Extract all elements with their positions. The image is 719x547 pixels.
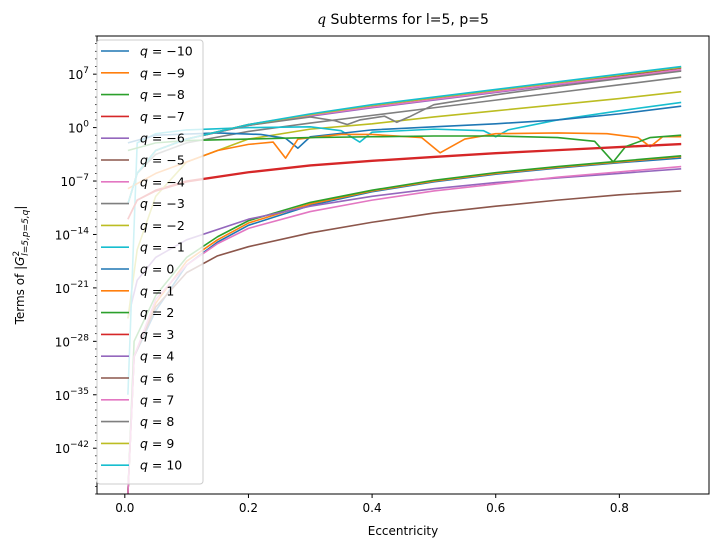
x-axis-ticks: 0.0 0.2 0.4 0.6 0.8 bbox=[115, 494, 629, 515]
y-tick-label: 100 bbox=[68, 120, 89, 136]
y-tick-label: 10−35 bbox=[55, 387, 89, 403]
y-tick-label: 10−7 bbox=[60, 173, 89, 189]
legend-label: q = 2 bbox=[140, 305, 174, 320]
x-axis-label: Eccentricity bbox=[368, 524, 438, 538]
y-tick-label: 10−14 bbox=[55, 226, 90, 242]
legend-label: q = −10 bbox=[140, 44, 193, 59]
y-axis-label-text: Terms of |G2l=5,p=5,q| bbox=[12, 206, 31, 326]
legend-label: q = −4 bbox=[140, 174, 185, 189]
legend-box bbox=[96, 39, 204, 485]
x-tick-label: 0.0 bbox=[115, 501, 134, 515]
x-tick-label: 0.2 bbox=[239, 501, 258, 515]
legend-label: q = −8 bbox=[140, 87, 185, 102]
legend-label: q = −2 bbox=[140, 218, 185, 233]
y-tick-label: 10−42 bbox=[55, 440, 89, 456]
chart-title: q Subterms for l=5, p=5 bbox=[317, 12, 489, 28]
x-tick-label: 0.8 bbox=[610, 501, 629, 515]
y-axis-ticks: 107 100 10−7 10−14 10−21 10−28 10−35 10−42 bbox=[55, 35, 97, 495]
legend-label: q = −6 bbox=[140, 131, 185, 146]
legend-label: q = 1 bbox=[140, 283, 174, 298]
legend: q = −10 q = −9 q = −8 q = −7 q = −6 q = −5 q =… bbox=[96, 39, 204, 485]
x-tick-label: 0.4 bbox=[363, 501, 382, 515]
y-axis-label: Terms of |G2l=5,p=5,q| bbox=[12, 206, 31, 326]
y-tick-label: 10−21 bbox=[55, 280, 89, 296]
legend-label: q = 6 bbox=[140, 371, 174, 386]
legend-label: q = −5 bbox=[140, 153, 185, 168]
legend-label: q = 9 bbox=[140, 436, 174, 451]
legend-label: q = −1 bbox=[140, 240, 185, 255]
y-tick-label: 107 bbox=[68, 66, 89, 82]
legend-label: q = 3 bbox=[140, 327, 174, 342]
legend-label: q = 10 bbox=[140, 458, 182, 473]
legend-label: q = 0 bbox=[140, 262, 174, 277]
legend-label: q = −3 bbox=[140, 196, 185, 211]
y-tick-label: 10−28 bbox=[55, 333, 90, 349]
legend-label: q = 8 bbox=[140, 414, 174, 429]
legend-label: q = 4 bbox=[140, 349, 174, 364]
legend-label: q = −7 bbox=[140, 109, 185, 124]
legend-label: q = 7 bbox=[140, 392, 174, 407]
legend-label: q = −9 bbox=[140, 65, 185, 80]
x-tick-label: 0.6 bbox=[486, 501, 505, 515]
